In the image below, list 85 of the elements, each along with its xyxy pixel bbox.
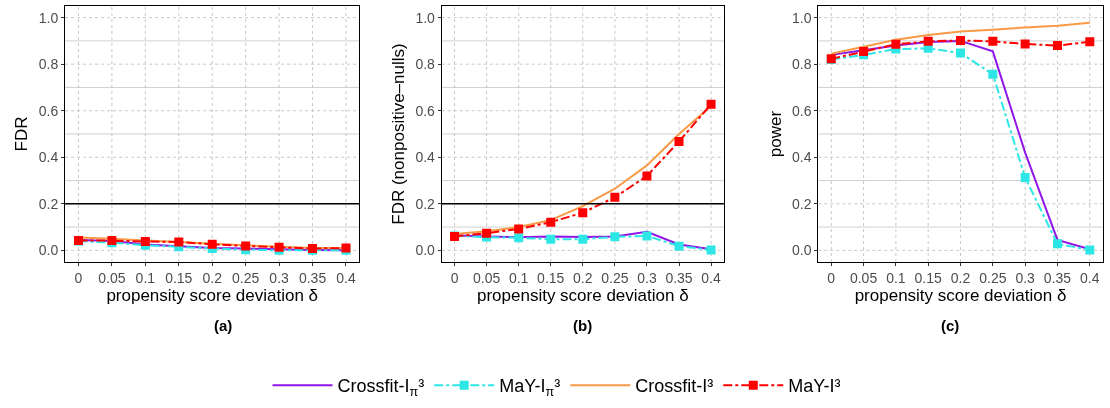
y-tick-label: 0.0 — [792, 242, 812, 259]
text: (c) — [941, 317, 960, 334]
x-tick-label: 0.1 — [508, 269, 529, 286]
x-tick-label: 0.1 — [135, 269, 156, 286]
point — [988, 69, 998, 79]
x-tick-label: 0.1 — [886, 269, 906, 286]
x-tick-label: 0.15 — [914, 269, 943, 286]
y-tick-label: 1.0 — [792, 9, 812, 26]
point — [923, 36, 933, 46]
point — [706, 245, 716, 255]
point — [1085, 245, 1095, 255]
text: (a) — [214, 317, 233, 334]
point — [578, 208, 588, 218]
x-tick-label: 0.2 — [573, 269, 593, 286]
x-axis-title: propensity score deviation δ — [106, 286, 319, 306]
x-tick-label: 0.4 — [336, 269, 356, 286]
point — [891, 39, 901, 49]
point — [1085, 37, 1095, 47]
x-tick-label: 0.35 — [1043, 269, 1072, 286]
point — [956, 35, 966, 45]
y-axis-title: FDR (nonpositive–nulls) — [388, 43, 408, 225]
y-tick-label: 0.0 — [38, 242, 59, 259]
x-tick-label: 0 — [74, 269, 83, 286]
point — [706, 99, 716, 109]
point — [642, 171, 652, 181]
y-tick-label: 0.2 — [792, 195, 812, 212]
point — [674, 241, 684, 251]
y-tick-label: 0.8 — [415, 56, 436, 73]
y-tick-label: 0.2 — [38, 195, 59, 212]
point — [1020, 173, 1030, 183]
point — [578, 234, 588, 244]
x-tick-label: 0.3 — [1015, 269, 1036, 286]
point — [1020, 39, 1030, 49]
y-tick-label: 0.6 — [38, 102, 59, 119]
x-tick-label: 0.35 — [665, 269, 693, 286]
x-tick-label: 0.05 — [98, 269, 126, 286]
x-axis-title: propensity score deviation δ — [854, 286, 1067, 306]
x-tick-label: 0.05 — [472, 269, 501, 286]
point — [514, 224, 524, 234]
x-tick-label: 0.3 — [269, 269, 290, 286]
legend-label: MaY-I³ — [788, 376, 841, 397]
legend-label: MaY-I$_{π}$³ — [499, 376, 561, 399]
point — [674, 136, 684, 146]
y-tick-label: 0.4 — [792, 149, 812, 166]
text: (b) — [573, 317, 593, 334]
y-axis-title: FDR — [12, 116, 32, 152]
y-tick-label: 0.2 — [415, 195, 436, 212]
y-tick-label: 1.0 — [38, 9, 59, 26]
y-tick-label: 0.8 — [792, 56, 812, 73]
x-tick-label: 0.2 — [950, 269, 971, 286]
x-tick-label: 0.35 — [298, 269, 327, 286]
point — [1052, 41, 1062, 51]
x-tick-label: 0.15 — [165, 269, 193, 286]
y-tick-label: 0.8 — [38, 56, 59, 73]
x-axis-title: propensity score deviation δ — [476, 286, 689, 306]
x-tick-label: 0.4 — [1080, 269, 1100, 286]
y-tick-label: 0.4 — [38, 149, 59, 166]
point — [514, 233, 524, 243]
legend-label: Crossfit-I$_{π}$³ — [337, 376, 425, 399]
x-tick-label: 0 — [450, 269, 459, 286]
y-tick-label: 0.6 — [792, 102, 812, 119]
x-tick-label: 0.25 — [979, 269, 1007, 286]
point — [988, 36, 998, 46]
y-tick-label: 1.0 — [415, 9, 436, 26]
point — [610, 192, 620, 202]
y-tick-label: 0.6 — [415, 102, 436, 119]
x-tick-label: 0.25 — [232, 269, 260, 286]
point — [546, 234, 556, 244]
x-tick-label: 0.05 — [849, 269, 878, 286]
y-tick-label: 0.4 — [415, 149, 436, 166]
legend-label: Crossfit-I³ — [635, 376, 714, 397]
point — [1052, 239, 1062, 249]
x-tick-label: 0.2 — [202, 269, 223, 286]
x-tick-label: 0.15 — [537, 269, 565, 286]
y-tick-label: 0.0 — [415, 242, 436, 259]
point — [956, 48, 966, 58]
x-tick-label: 0.3 — [637, 269, 657, 286]
point — [482, 228, 492, 238]
point — [546, 217, 556, 227]
y-axis-title: power — [765, 110, 785, 158]
x-tick-label: 0.4 — [701, 269, 722, 286]
point — [642, 231, 652, 241]
point — [610, 232, 620, 242]
x-tick-label: 0 — [827, 269, 836, 286]
x-tick-label: 0.25 — [601, 269, 629, 286]
